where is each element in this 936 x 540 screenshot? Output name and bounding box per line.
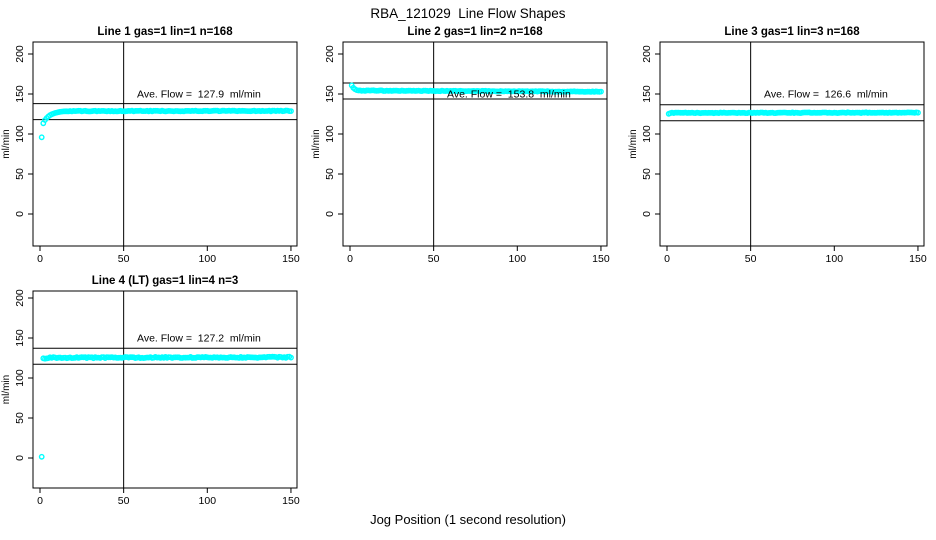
panel-line2: Line 2 gas=1 lin=2 n=168 0 50 100 150 0 50 100 1…	[311, 26, 610, 265]
data-point	[915, 109, 921, 116]
x-tick-label: 100	[199, 495, 217, 507]
y-tick-label: 150	[641, 85, 653, 103]
panel-title: Line 4 (LT) gas=1 lin=4 n=3	[92, 275, 238, 287]
data-point	[38, 453, 45, 460]
x-tick-label: 50	[428, 253, 440, 265]
y-tick-label: 150	[324, 85, 336, 103]
data-point	[38, 134, 45, 141]
x-tick-label: 0	[347, 253, 353, 265]
x-tick-label: 50	[118, 253, 130, 265]
ave-flow-annotation: Ave. Flow = 127.2 ml/min	[137, 333, 261, 345]
main-title: RBA_121029 Line Flow Shapes	[370, 6, 566, 21]
x-tick-label: 0	[37, 495, 43, 507]
y-tick-label: 200	[14, 289, 26, 307]
panel-line4: Line 4 (LT) gas=1 lin=4 n=3 0 50 100 150 0 50 1…	[1, 275, 300, 507]
x-tick-label: 150	[282, 495, 300, 507]
x-tick-label: 150	[592, 253, 610, 265]
data-points	[38, 353, 294, 460]
data-point	[288, 354, 294, 361]
y-tick-label: 200	[641, 45, 653, 63]
y-tick-label: 0	[14, 211, 26, 217]
x-tick-label: 100	[826, 253, 844, 265]
y-tick-label: 50	[14, 412, 26, 424]
panel-line3: Line 3 gas=1 lin=3 n=168 0 50 100 150 0 50 100 1…	[628, 26, 927, 265]
y-tick-label: 100	[641, 125, 653, 143]
y-tick-label: 100	[324, 125, 336, 143]
y-tick-label: 100	[14, 369, 26, 387]
y-tick-label: 0	[324, 211, 336, 217]
data-points	[38, 107, 294, 141]
ave-flow-annotation: Ave. Flow = 127.9 ml/min	[137, 89, 261, 101]
plot-box	[659, 41, 925, 247]
x-tick-label: 0	[664, 253, 670, 265]
x-tick-label: 50	[118, 495, 130, 507]
y-axis-label: ml/min	[1, 129, 12, 158]
y-tick-label: 0	[641, 211, 653, 217]
y-tick-label: 100	[14, 125, 26, 143]
x-tick-label: 100	[509, 253, 527, 265]
y-tick-label: 50	[641, 168, 653, 180]
plot-box	[342, 41, 608, 247]
y-tick-label: 200	[14, 45, 26, 63]
plot-box	[32, 290, 298, 489]
panel-title: Line 2 gas=1 lin=2 n=168	[407, 26, 543, 38]
panel-title: Line 3 gas=1 lin=3 n=168	[724, 26, 860, 38]
data-point	[288, 108, 294, 115]
x-tick-label: 150	[909, 253, 927, 265]
panel-title: Line 1 gas=1 lin=1 n=168	[97, 26, 233, 38]
plot-box	[32, 41, 298, 247]
y-tick-label: 150	[14, 85, 26, 103]
y-axis-label: ml/min	[628, 129, 639, 158]
data-points	[348, 82, 604, 95]
panel-line1: Line 1 gas=1 lin=1 n=168 0 50 100 150 0 50 100 1…	[1, 26, 300, 265]
y-tick-label: 50	[14, 168, 26, 180]
y-tick-label: 0	[14, 455, 26, 461]
x-tick-label: 150	[282, 253, 300, 265]
x-tick-label: 50	[745, 253, 757, 265]
x-tick-label: 100	[199, 253, 217, 265]
ave-flow-annotation: Ave. Flow = 126.6 ml/min	[764, 89, 888, 101]
y-tick-label: 50	[324, 168, 336, 180]
x-axis-label: Jog Position (1 second resolution)	[370, 512, 566, 527]
ave-flow-annotation: Ave. Flow = 153.8 ml/min	[447, 89, 571, 101]
x-tick-label: 0	[37, 253, 43, 265]
y-axis-label: ml/min	[311, 129, 322, 158]
data-point	[598, 88, 604, 95]
y-axis-label: ml/min	[1, 375, 12, 404]
y-tick-label: 150	[14, 329, 26, 347]
y-tick-label: 200	[324, 45, 336, 63]
data-points	[665, 109, 921, 117]
